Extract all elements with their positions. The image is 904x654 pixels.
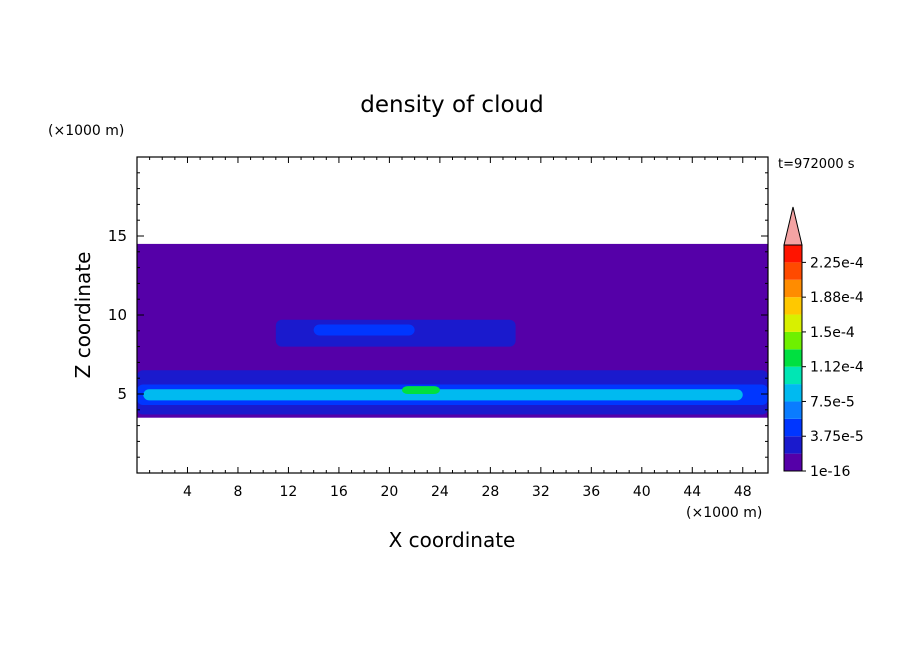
colorbar-swatch-6 bbox=[784, 349, 802, 367]
y-tick-label-10: 10 bbox=[108, 306, 127, 324]
cloud-band-5 bbox=[313, 324, 415, 336]
colorbar: 1e-16 3.75e-5 7.5e-5 1.12e-4 1.5e-4 1.88e-4 2.… bbox=[783, 206, 864, 480]
colorbar-swatch-9 bbox=[784, 297, 802, 315]
x-tick-label-20: 20 bbox=[380, 484, 398, 500]
x-tick-label-16: 16 bbox=[330, 484, 348, 500]
colorbar-over-arrow bbox=[783, 206, 803, 246]
colorbar-swatch-7 bbox=[784, 331, 802, 350]
colorbar-label-5: 1.88e-4 bbox=[810, 290, 864, 306]
x-tick-label-48: 48 bbox=[734, 484, 752, 500]
colorbar-label-4: 1.5e-4 bbox=[810, 325, 855, 341]
x-tick-label-28: 28 bbox=[481, 484, 499, 500]
colorbar-swatch-2 bbox=[784, 418, 802, 437]
y-unit-label: (×1000 m) bbox=[48, 123, 124, 139]
time-label: t=972000 s bbox=[778, 157, 855, 172]
x-axis: 4 8 12 16 20 24 28 32 36 40 44 48 bbox=[149, 157, 756, 500]
x-axis-label: X coordinate bbox=[389, 528, 516, 552]
colorbar-label-6: 2.25e-4 bbox=[810, 255, 864, 271]
colorbar-swatch-10 bbox=[784, 279, 802, 298]
cloud-band-2 bbox=[143, 389, 743, 401]
x-tick-label-12: 12 bbox=[280, 484, 298, 500]
colorbar-swatch-3 bbox=[784, 401, 802, 419]
colorbar-label-1: 3.75e-5 bbox=[810, 429, 864, 445]
y-tick-label-15: 15 bbox=[108, 227, 127, 245]
colorbar-swatch-4 bbox=[784, 384, 802, 402]
colorbar-swatch-0 bbox=[784, 453, 802, 471]
colorbar-label-3: 1.12e-4 bbox=[810, 360, 864, 376]
colorbar-swatch-12 bbox=[784, 245, 802, 263]
colorbar-label-2: 7.5e-5 bbox=[810, 394, 855, 410]
chart-title: density of cloud bbox=[360, 92, 543, 118]
x-unit-label: (×1000 m) bbox=[686, 505, 762, 521]
colorbar-swatch-8 bbox=[784, 314, 802, 332]
colorbar-swatch-11 bbox=[784, 262, 802, 280]
x-tick-label-8: 8 bbox=[233, 484, 242, 500]
y-tick-label-5: 5 bbox=[117, 385, 127, 403]
x-tick-label-24: 24 bbox=[431, 484, 449, 500]
colorbar-swatch-1 bbox=[784, 436, 802, 454]
colorbar-swatch-5 bbox=[784, 366, 802, 385]
cloud-density-field bbox=[137, 243, 768, 418]
y-axis: 5 10 15 bbox=[108, 172, 768, 458]
x-tick-label-36: 36 bbox=[582, 484, 600, 500]
x-tick-label-4: 4 bbox=[183, 484, 192, 500]
colorbar-label-0: 1e-16 bbox=[810, 464, 850, 480]
y-axis-label: Z coordinate bbox=[71, 252, 95, 379]
x-tick-label-44: 44 bbox=[683, 484, 701, 500]
x-tick-label-40: 40 bbox=[633, 484, 651, 500]
x-tick-label-32: 32 bbox=[532, 484, 550, 500]
cloud-band-3 bbox=[402, 386, 440, 394]
